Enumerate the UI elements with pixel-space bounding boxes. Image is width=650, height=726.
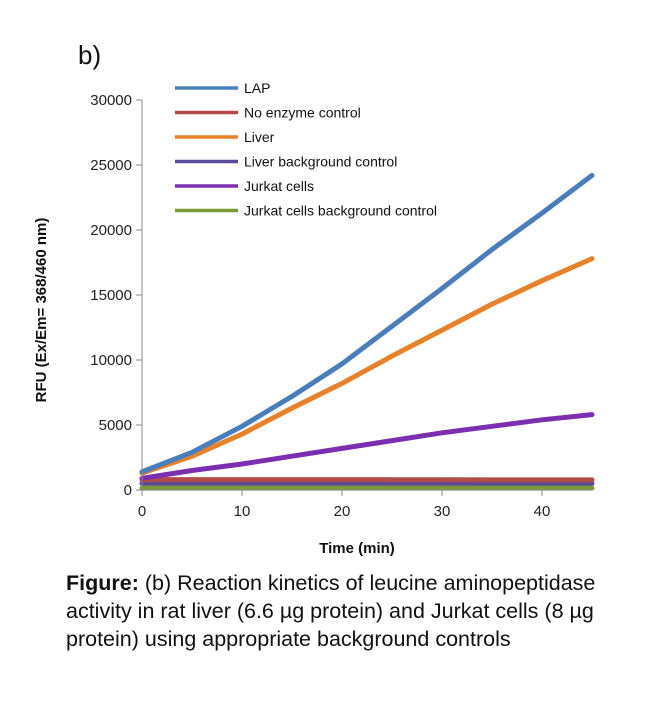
x-tick-label: 0 <box>138 503 146 520</box>
legend-label-jurkat-cells: Jurkat cells <box>244 178 314 194</box>
legend-label-no-enzyme-control: No enzyme control <box>244 105 361 121</box>
y-tick-label: 20000 <box>90 222 132 239</box>
y-tick-label: 5000 <box>99 417 132 434</box>
x-axis-title: Time (min) <box>319 540 395 557</box>
y-tick-label: 10000 <box>90 352 132 369</box>
caption-text: (b) Reaction kinetics of leucine aminope… <box>66 571 596 651</box>
y-tick-label: 0 <box>124 482 132 499</box>
x-tick-label: 40 <box>534 503 551 520</box>
y-tick-label: 30000 <box>90 92 132 109</box>
caption-label: Figure: <box>66 571 139 595</box>
series-line-lap <box>139 172 595 475</box>
series-line-jurkat-cells <box>139 412 595 481</box>
y-tick-label: 25000 <box>90 157 132 174</box>
series-line-liver <box>139 256 595 476</box>
chart: 0 5000 10000 15000 20000 25000 30000 0 10 20 30 40 T… <box>33 80 595 557</box>
panel-label: b) <box>78 40 102 70</box>
y-axis-title: RFU (Ex/Em= 368/460 nm) <box>33 218 50 403</box>
y-tick-label: 15000 <box>90 287 132 304</box>
legend-label-liver: Liver <box>244 129 275 145</box>
x-tick-label: 20 <box>334 503 351 520</box>
figure-caption: Figure: (b) Reaction kinetics of leucine… <box>66 569 636 653</box>
x-tick-label: 30 <box>434 503 451 520</box>
legend-label-jurkat-cells-background-control: Jurkat cells background control <box>244 203 437 219</box>
legend-label-lap: LAP <box>244 80 270 96</box>
legend-label-liver-background-control: Liver background control <box>244 154 397 170</box>
x-tick-label: 10 <box>234 503 251 520</box>
